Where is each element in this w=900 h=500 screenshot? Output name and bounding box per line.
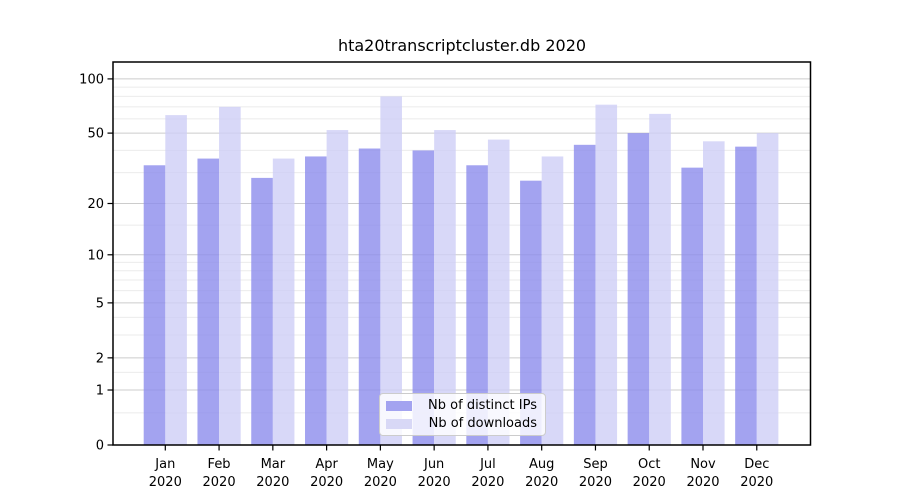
- x-tick-label-month: Mar: [261, 457, 286, 472]
- axes-frame: [112, 61, 812, 446]
- y-tick-label: 0: [96, 439, 104, 454]
- bar-downloads-jul: [487, 139, 510, 446]
- x-tick-label-year: 2020: [686, 475, 719, 490]
- bar-downloads-may: [380, 96, 402, 445]
- bar-distinct-ips-jun: [412, 150, 435, 445]
- x-tick-label-year: 2020: [471, 475, 504, 490]
- bar-distinct-ips-apr: [305, 156, 327, 445]
- x-tick-label-month: Jan: [154, 457, 175, 472]
- bar-downloads-apr: [326, 130, 349, 445]
- bar-downloads-jun: [434, 130, 456, 445]
- y-tick-label: 1: [96, 384, 104, 399]
- x-tick-label-year: 2020: [149, 475, 182, 490]
- y-tick-label: 10: [87, 248, 104, 263]
- x-tick-label-month: Oct: [638, 457, 660, 472]
- bar-downloads-aug: [541, 156, 564, 445]
- x-tick-label-month: Aug: [529, 457, 554, 472]
- legend-item-distinct-ips: Nb of distinct IPs: [386, 397, 537, 414]
- x-tick-label-month: Feb: [208, 457, 231, 472]
- x-tick-label-year: 2020: [740, 475, 773, 490]
- legend-label-downloads: Nb of downloads: [428, 416, 537, 431]
- y-tick-label: 2: [96, 351, 104, 366]
- bar-distinct-ips-jul: [466, 165, 488, 445]
- x-tick-label-year: 2020: [203, 475, 236, 490]
- bar-downloads-nov: [703, 141, 725, 445]
- x-tick-label-month: Sep: [583, 457, 608, 472]
- x-tick-label-year: 2020: [633, 475, 666, 490]
- legend: Nb of distinct IPs Nb of downloads: [379, 393, 546, 436]
- legend-swatch-distinct-ips-icon: [386, 400, 412, 411]
- bar-downloads-jan: [165, 115, 187, 446]
- bar-downloads-sep: [595, 104, 618, 446]
- bar-distinct-ips-oct: [627, 133, 650, 446]
- y-tick-label: 5: [96, 296, 104, 311]
- x-tick-label-month: Apr: [315, 457, 338, 472]
- bar-distinct-ips-sep: [573, 144, 596, 445]
- bar-downloads-dec: [756, 133, 779, 446]
- x-tick-label-month: Jun: [423, 457, 444, 472]
- x-tick-label-month: Jul: [479, 457, 496, 472]
- legend-item-downloads: Nb of downloads: [386, 415, 537, 432]
- bar-downloads-oct: [649, 113, 671, 446]
- x-tick-label-year: 2020: [364, 475, 397, 490]
- x-tick-label-year: 2020: [579, 475, 612, 490]
- bar-downloads-mar: [272, 158, 295, 445]
- x-tick-label-month: Nov: [690, 457, 716, 472]
- x-tick-label-year: 2020: [525, 475, 558, 490]
- x-tick-label-month: Dec: [744, 457, 769, 472]
- bar-distinct-ips-dec: [735, 146, 757, 445]
- x-tick-label-year: 2020: [418, 475, 451, 490]
- y-tick-label: 100: [79, 72, 104, 87]
- legend-label-distinct-ips: Nb of distinct IPs: [428, 398, 537, 413]
- legend-swatch-downloads-icon: [386, 418, 412, 429]
- bar-distinct-ips-may: [358, 148, 381, 446]
- x-tick-label-year: 2020: [310, 475, 343, 490]
- bar-distinct-ips-nov: [681, 167, 703, 446]
- y-tick-label: 50: [87, 127, 104, 142]
- y-tick-label: 20: [87, 197, 104, 212]
- chart-title: hta20transcriptcluster.db 2020: [337, 36, 587, 55]
- bar-distinct-ips-feb: [197, 158, 220, 445]
- bar-distinct-ips-aug: [520, 180, 542, 445]
- x-tick-label-year: 2020: [256, 475, 289, 490]
- x-tick-label-month: May: [367, 457, 394, 472]
- bar-downloads-feb: [219, 106, 241, 446]
- bar-distinct-ips-mar: [251, 177, 273, 445]
- bar-distinct-ips-jan: [143, 165, 166, 445]
